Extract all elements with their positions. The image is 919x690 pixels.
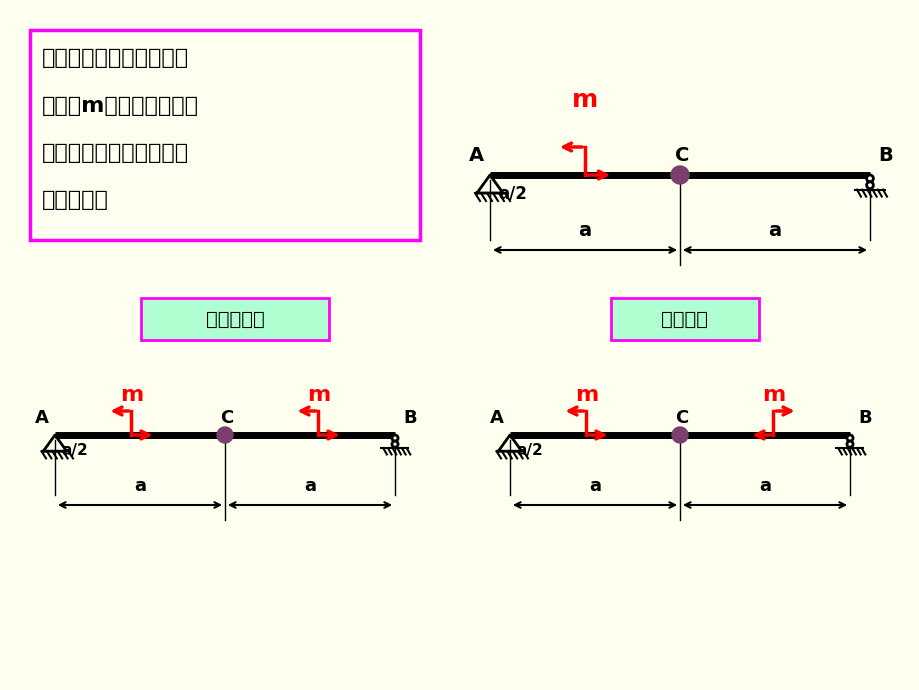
- Text: m: m: [119, 385, 143, 405]
- Text: a: a: [588, 477, 600, 495]
- Text: a: a: [578, 221, 591, 240]
- Text: A: A: [469, 146, 483, 165]
- Text: 对称载荷: 对称载荷: [661, 310, 708, 328]
- Text: C: C: [221, 409, 233, 427]
- Circle shape: [670, 166, 688, 184]
- Text: 问题：对称结构，加与已: 问题：对称结构，加与已: [42, 48, 189, 68]
- Text: C: C: [675, 409, 688, 427]
- Text: m: m: [307, 385, 330, 405]
- Text: 知力偶m对应的载荷。哪: 知力偶m对应的载荷。哪: [42, 95, 199, 115]
- Text: a: a: [767, 221, 781, 240]
- Text: B: B: [403, 409, 416, 427]
- Circle shape: [846, 441, 852, 447]
- Text: m: m: [572, 88, 597, 112]
- Circle shape: [866, 175, 872, 181]
- Text: B: B: [857, 409, 870, 427]
- Text: 对称载荷？: 对称载荷？: [42, 190, 108, 210]
- Text: m: m: [574, 385, 597, 405]
- Circle shape: [846, 435, 852, 441]
- Circle shape: [391, 441, 398, 447]
- FancyBboxPatch shape: [141, 298, 329, 340]
- Circle shape: [217, 427, 233, 443]
- Text: C: C: [674, 146, 688, 165]
- FancyBboxPatch shape: [610, 298, 758, 340]
- FancyBboxPatch shape: [30, 30, 420, 240]
- Text: a: a: [758, 477, 770, 495]
- Text: a: a: [303, 477, 315, 495]
- Text: A: A: [35, 409, 49, 427]
- Text: a: a: [134, 477, 146, 495]
- Text: a/2: a/2: [497, 185, 527, 203]
- Text: a/2: a/2: [61, 443, 87, 458]
- Text: 反对称载荷: 反对称载荷: [206, 310, 264, 328]
- Circle shape: [671, 427, 687, 443]
- Circle shape: [391, 435, 398, 441]
- Text: 种是对称载荷？哪种是反: 种是对称载荷？哪种是反: [42, 143, 189, 163]
- Text: m: m: [761, 385, 784, 405]
- Text: B: B: [877, 146, 891, 165]
- Text: a/2: a/2: [516, 443, 542, 458]
- Circle shape: [866, 181, 872, 188]
- Text: A: A: [490, 409, 504, 427]
